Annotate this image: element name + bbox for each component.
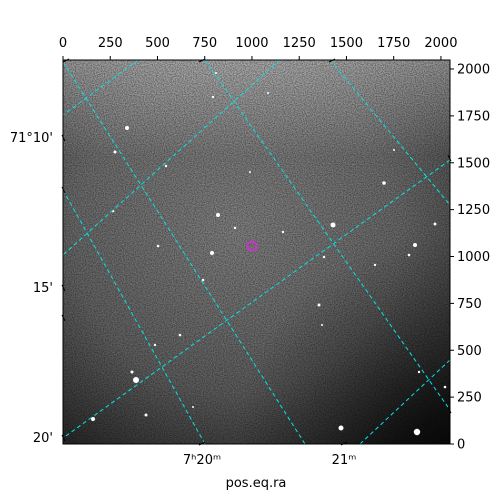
ra-tick-label: 7ʰ20ᵐ <box>183 453 221 468</box>
grid-line <box>63 61 306 444</box>
star <box>233 226 237 230</box>
dec-tick <box>61 434 66 442</box>
star <box>211 95 215 99</box>
ra-axis: 7ʰ20ᵐ 21ᵐ <box>62 58 357 468</box>
star <box>322 255 326 259</box>
dec-tick <box>61 186 66 194</box>
right-tick-label: 1750 <box>457 109 490 124</box>
star <box>417 370 421 374</box>
star <box>393 149 395 151</box>
right-tick-label: 1500 <box>457 156 490 171</box>
sky-image <box>63 60 450 444</box>
ra-tick <box>198 441 206 446</box>
dec-tick <box>61 314 66 322</box>
grid-line <box>63 60 139 116</box>
star <box>216 213 220 217</box>
star <box>125 126 129 130</box>
star <box>433 222 437 226</box>
star <box>133 377 139 383</box>
star <box>201 278 205 282</box>
plot-frame <box>62 59 451 445</box>
dec-tick <box>447 406 452 414</box>
star <box>113 150 117 154</box>
dec-axis: 71°10' 15' 20' <box>10 131 452 446</box>
star <box>443 385 447 389</box>
star <box>330 222 336 228</box>
star <box>249 171 251 173</box>
top-tick-label: 1750 <box>377 36 410 51</box>
dec-tick-label: 15' <box>33 281 53 296</box>
right-axis: 0 250 500 750 1000 1250 1500 1750 2000 <box>450 63 490 453</box>
star <box>144 413 148 417</box>
top-tick-label: 0 <box>59 36 67 51</box>
star <box>153 343 157 347</box>
x-axis-label: pos.eq.ra <box>226 476 287 491</box>
star <box>215 72 217 74</box>
star <box>156 244 160 248</box>
star <box>192 406 194 408</box>
grid-line <box>329 60 450 206</box>
star <box>130 370 134 374</box>
star <box>413 243 417 247</box>
ra-tick <box>340 441 348 446</box>
dec-tick <box>447 154 452 162</box>
ra-tick <box>62 58 70 63</box>
star <box>164 164 168 168</box>
star <box>373 263 377 267</box>
right-tick-label: 250 <box>457 391 482 406</box>
star <box>317 303 321 307</box>
dec-tick-label: 20' <box>33 431 53 446</box>
star <box>91 417 95 421</box>
right-tick-label: 1000 <box>457 250 490 265</box>
coordinate-grid <box>63 60 450 444</box>
top-tick-label: 2000 <box>424 36 457 51</box>
star <box>382 181 386 185</box>
grid-line <box>204 60 450 411</box>
dec-tick <box>61 284 66 292</box>
dec-tick-label: 71°10' <box>10 131 53 146</box>
right-tick-label: 0 <box>457 438 465 453</box>
top-tick-label: 1250 <box>283 36 316 51</box>
right-tick-label: 750 <box>457 297 482 312</box>
dec-tick <box>61 134 66 142</box>
target-marker <box>246 240 258 252</box>
top-tick-label: 250 <box>98 36 123 51</box>
right-tick-label: 500 <box>457 344 482 359</box>
top-tick-label: 1000 <box>235 36 268 51</box>
top-tick-label: 1500 <box>330 36 363 51</box>
stars <box>91 72 447 436</box>
star <box>267 92 269 94</box>
grid-line <box>63 159 450 439</box>
top-tick-label: 500 <box>145 36 170 51</box>
star <box>407 253 411 257</box>
ra-tick <box>328 58 336 63</box>
star <box>210 251 214 255</box>
right-tick-label: 1250 <box>457 203 490 218</box>
right-tick-label: 2000 <box>457 63 490 78</box>
star <box>321 324 323 326</box>
star <box>338 425 344 431</box>
star <box>178 333 182 337</box>
ra-tick <box>198 58 206 63</box>
top-tick-label: 750 <box>192 36 217 51</box>
star <box>413 428 421 436</box>
ra-tick-label: 21ᵐ <box>332 453 357 468</box>
top-axis: 0 250 500 750 1000 1250 1500 1750 2000 <box>59 36 457 60</box>
star <box>281 230 285 234</box>
